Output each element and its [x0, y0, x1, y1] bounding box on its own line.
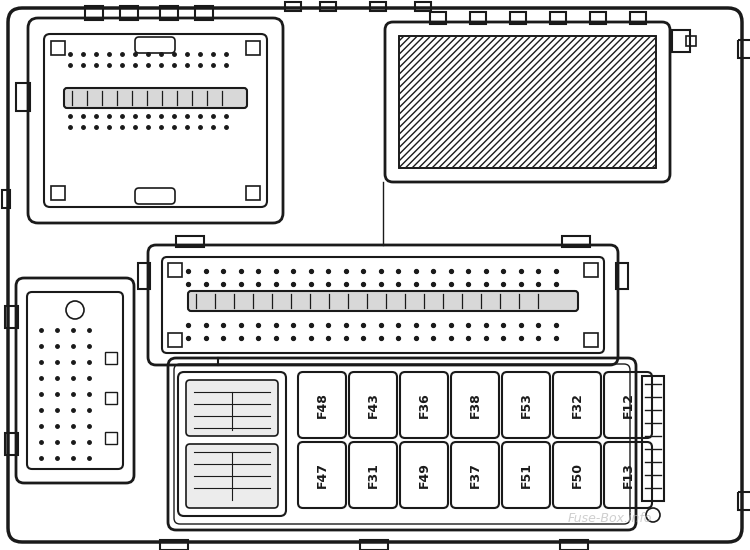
Text: F36: F36 [418, 392, 430, 418]
Bar [584, 263, 598, 277]
Bar [430, 12, 446, 24]
Text: F12: F12 [622, 392, 634, 418]
Bar [360, 540, 388, 550]
Bar [16, 83, 30, 111]
Bar [246, 186, 260, 200]
Text: F31: F31 [367, 462, 380, 488]
Bar [616, 263, 628, 289]
Bar [510, 12, 526, 24]
Bar [160, 540, 188, 550]
Bar [672, 30, 690, 52]
Bar [738, 492, 750, 510]
Text: F51: F51 [520, 462, 532, 488]
Bar [2, 190, 10, 208]
FancyBboxPatch shape [64, 88, 247, 108]
FancyBboxPatch shape [186, 380, 278, 436]
Text: F53: F53 [520, 392, 532, 418]
Bar [85, 6, 103, 20]
Bar [584, 333, 598, 347]
Bar [120, 6, 138, 20]
Bar [560, 540, 588, 550]
Bar [168, 333, 182, 347]
Bar [370, 2, 386, 11]
Bar [470, 12, 486, 24]
Bar [168, 263, 182, 277]
Bar [5, 306, 18, 328]
Bar [415, 2, 431, 11]
Bar [138, 263, 150, 289]
Bar [51, 41, 65, 55]
Bar [399, 36, 656, 168]
Text: F43: F43 [367, 392, 380, 418]
Bar [51, 186, 65, 200]
Bar [550, 12, 566, 24]
Bar [400, 37, 655, 167]
Bar [195, 6, 213, 20]
Bar [590, 12, 606, 24]
FancyBboxPatch shape [188, 291, 578, 311]
Text: F50: F50 [571, 462, 584, 488]
Bar [105, 432, 117, 444]
Bar [320, 2, 336, 11]
Text: Fuse-Box.info: Fuse-Box.info [568, 512, 652, 525]
FancyBboxPatch shape [186, 444, 278, 508]
Bar [738, 40, 750, 58]
Text: F37: F37 [469, 462, 482, 488]
Bar [642, 376, 664, 501]
Bar [105, 352, 117, 364]
Bar [562, 236, 590, 247]
Text: F48: F48 [316, 392, 328, 418]
Text: F38: F38 [469, 392, 482, 418]
Bar [686, 36, 696, 46]
Text: F13: F13 [622, 462, 634, 488]
Bar [630, 12, 646, 24]
Bar [5, 433, 18, 455]
Bar [285, 2, 301, 11]
Bar [105, 392, 117, 404]
Bar [246, 41, 260, 55]
Bar [176, 236, 204, 247]
Bar [160, 6, 178, 20]
Text: F32: F32 [571, 392, 584, 418]
Text: F47: F47 [316, 462, 328, 488]
Bar [399, 36, 656, 168]
Text: F49: F49 [418, 462, 430, 488]
